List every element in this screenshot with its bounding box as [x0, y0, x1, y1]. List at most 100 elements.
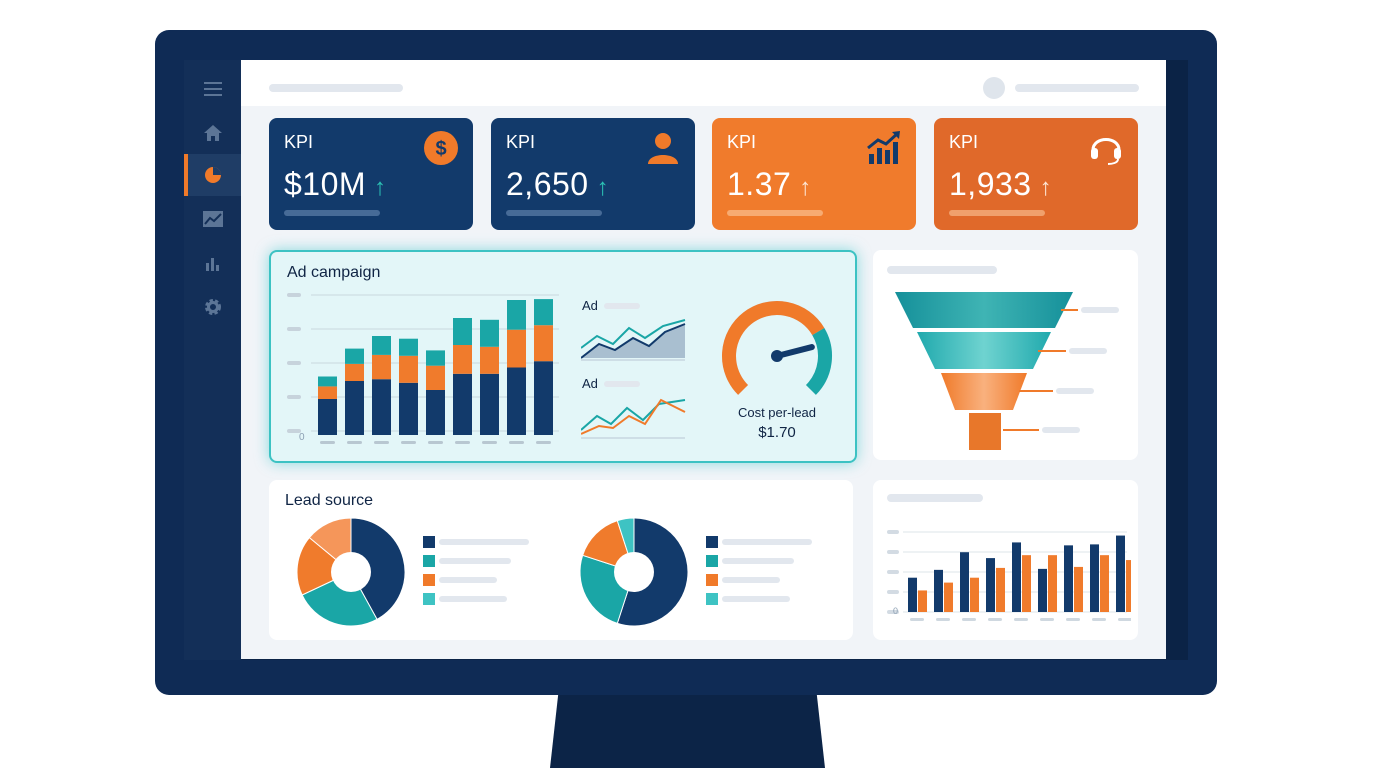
ad-campaign-panel: Ad campaign 0 Ad Ad Cost per-lead $1.70 [269, 250, 857, 463]
funnel-stage-3 [941, 373, 1027, 410]
pie-chart-icon[interactable] [184, 154, 241, 196]
kpi-card-revenue[interactable]: KPI $10M ↑ $ [269, 118, 473, 230]
kpi-card-growth[interactable]: KPI 1.37 ↑ [712, 118, 916, 230]
pie-slice [296, 536, 352, 596]
kpi-label: KPI [506, 132, 536, 152]
bar-segment [399, 382, 418, 435]
x-tick-placeholder [988, 618, 1002, 621]
bar [1022, 555, 1031, 612]
avatar[interactable] [983, 77, 1005, 99]
kpi-label: KPI [949, 132, 979, 152]
gauge-fill-teal [805, 328, 832, 395]
mini-chart-label: Ad [582, 376, 598, 391]
bar-segment [345, 381, 364, 435]
area-fill [581, 324, 685, 358]
top-bar [241, 60, 1166, 106]
funnel-stage-2 [917, 332, 1051, 369]
y-tick-placeholder [887, 570, 899, 574]
grouped-bar-chart: 0 [887, 530, 1131, 621]
bar [996, 567, 1005, 612]
funnel-label-placeholder [1042, 427, 1080, 433]
panel-title: Ad campaign [287, 264, 381, 281]
line-chart-icon[interactable] [184, 198, 241, 240]
donut-hole [331, 552, 371, 592]
legend-label-placeholder [439, 558, 511, 564]
kpi-progress-placeholder [284, 210, 380, 216]
funnel-stage-4 [969, 413, 1001, 450]
y-tick-placeholder [287, 395, 301, 399]
funnel-label-placeholder [1069, 348, 1107, 354]
lead-source-donut-2 [579, 517, 689, 627]
x-tick-placeholder [936, 618, 950, 621]
sidebar [184, 60, 241, 660]
bar-segment [318, 399, 337, 435]
breadcrumb-placeholder [269, 84, 403, 92]
bar-segment [534, 299, 553, 326]
home-icon[interactable] [184, 112, 241, 154]
bar-segment [507, 367, 526, 435]
bar-segment [345, 348, 364, 364]
x-tick-placeholder [455, 441, 470, 444]
bar [960, 552, 969, 612]
bar-chart-icon[interactable] [184, 242, 241, 284]
bar [1100, 555, 1109, 612]
chart-bars [908, 535, 1131, 621]
lead-source-donut-1 [296, 517, 406, 627]
panel-title-placeholder [887, 266, 997, 274]
mini-chart-legend-placeholder [604, 303, 640, 309]
gear-icon[interactable] [184, 286, 241, 328]
kpi-value: 1.37 ↑ [727, 166, 812, 202]
kpi-card-support[interactable]: KPI 1,933 ↑ [934, 118, 1138, 230]
menu-icon[interactable] [184, 68, 241, 110]
user-icon [648, 133, 678, 164]
kpi-value: 1,933 ↑ [949, 166, 1053, 202]
y-tick-placeholder [887, 550, 899, 554]
series-line [581, 319, 686, 349]
bar-segment [426, 390, 445, 435]
username-placeholder [1015, 84, 1139, 92]
bar-segment [480, 319, 499, 347]
kpi-progress-placeholder [949, 210, 1045, 216]
legend-swatch [423, 536, 435, 548]
x-tick-placeholder [1092, 618, 1106, 621]
legend-label-placeholder [439, 539, 529, 545]
bar [918, 590, 927, 612]
bar-segment [318, 386, 337, 399]
bar-segment [372, 379, 391, 435]
legend-label-placeholder [722, 577, 780, 583]
legend-label-placeholder [722, 596, 790, 602]
y-tick-placeholder [287, 293, 301, 297]
mini-area-chart [581, 319, 686, 361]
bar [1074, 566, 1083, 612]
kpi-value: 2,650 ↑ [506, 166, 610, 202]
mini-chart-legend-placeholder [604, 381, 640, 387]
panel-title: Lead source [285, 492, 374, 509]
arrow-up-icon: ↑ [374, 174, 387, 201]
x-tick-placeholder [374, 441, 389, 444]
kpi-label: KPI [727, 132, 757, 152]
bar [1064, 545, 1073, 612]
bar [1048, 555, 1057, 612]
bar [944, 582, 953, 612]
arrow-up-icon: ↑ [1039, 174, 1053, 201]
y-tick-placeholder [887, 610, 899, 614]
lead-source-panel: Lead source [269, 480, 853, 640]
dollar-icon: $ [424, 131, 458, 165]
bar-segment [399, 355, 418, 383]
x-tick-placeholder [910, 618, 924, 621]
kpi-progress-placeholder [506, 210, 602, 216]
bar-segment [345, 363, 364, 381]
panel-title-placeholder [887, 494, 983, 502]
bar [1038, 568, 1047, 612]
bar [986, 558, 995, 612]
headset-icon [1091, 138, 1121, 165]
kpi-card-users[interactable]: KPI 2,650 ↑ [491, 118, 695, 230]
y-axis-zero-label: 0 [893, 606, 898, 616]
pie-slice [350, 517, 406, 621]
x-tick-placeholder [1066, 618, 1080, 621]
arrow-up-icon: ↑ [799, 174, 812, 201]
series-line [581, 323, 686, 359]
legend-swatch [423, 574, 435, 586]
grouped-bar-panel: 0 [873, 480, 1138, 640]
x-tick-placeholder [1040, 618, 1054, 621]
